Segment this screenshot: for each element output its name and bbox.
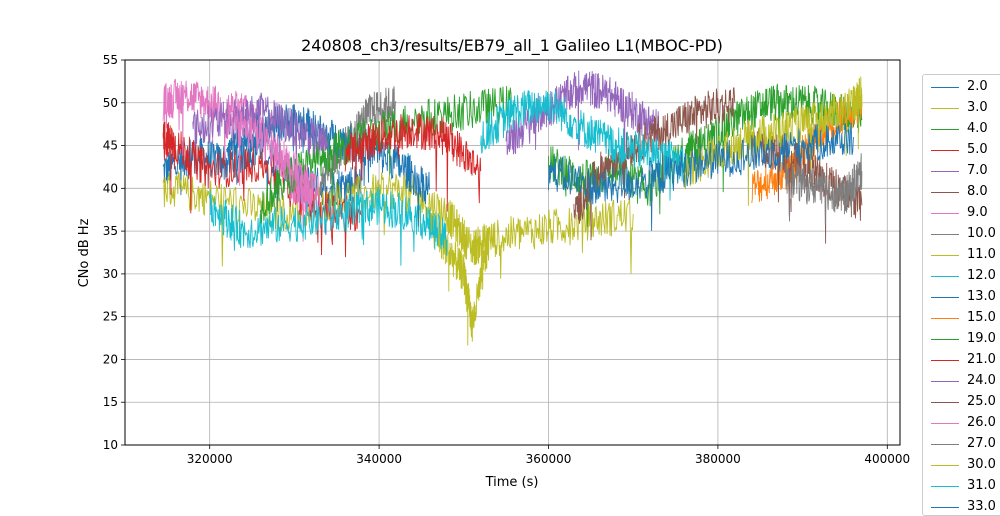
legend-line-swatch	[931, 87, 959, 88]
legend-line-swatch	[931, 402, 959, 403]
legend-label: 26.0	[967, 415, 996, 430]
legend-line-swatch	[931, 444, 959, 445]
x-tick-label: 360000	[526, 452, 572, 466]
y-tick-label: 10	[103, 438, 118, 452]
chart-title: 240808_ch3/results/EB79_all_1 Galileo L1…	[301, 36, 723, 56]
legend-label: 4.0	[967, 121, 988, 136]
legend-entry: 26.0	[923, 413, 1000, 434]
y-tick-label: 40	[103, 181, 118, 195]
y-tick-label: 50	[103, 96, 118, 110]
y-tick-label: 15	[103, 395, 118, 409]
legend-line-swatch	[931, 255, 959, 256]
legend-label: 13.0	[967, 289, 996, 304]
y-tick-label: 45	[103, 139, 118, 153]
legend-label: 3.0	[967, 100, 988, 115]
legend-entry: 13.0	[923, 287, 1000, 308]
legend-entry: 24.0	[923, 371, 1000, 392]
y-axis-label: CNo dB Hz	[77, 218, 92, 287]
legend-line-swatch	[931, 507, 959, 508]
legend-label: 19.0	[967, 331, 996, 346]
legend-line-swatch	[931, 465, 959, 466]
series-line-12-0	[209, 186, 448, 266]
legend: 2.0 3.0 4.0 5.0 7.0 8.0 9.0 10.0 11.0 12.0 13.0 15.…	[922, 74, 1000, 516]
series-line-26-0	[226, 103, 321, 215]
series-line-24-0	[192, 92, 329, 186]
legend-line-swatch	[931, 423, 959, 424]
series-line-33-0	[548, 122, 854, 231]
x-tick-label: 400000	[864, 452, 910, 466]
legend-line-swatch	[931, 297, 959, 298]
legend-label: 25.0	[967, 394, 996, 409]
legend-label: 5.0	[967, 142, 988, 157]
legend-label: 27.0	[967, 436, 996, 451]
legend-line-swatch	[931, 171, 959, 172]
legend-line-swatch	[931, 108, 959, 109]
legend-entry: 3.0	[923, 98, 1000, 119]
legend-line-swatch	[931, 486, 959, 487]
legend-entry: 7.0	[923, 161, 1000, 182]
legend-line-swatch	[931, 213, 959, 214]
legend-entry: 9.0	[923, 203, 1000, 224]
legend-line-swatch	[931, 192, 959, 193]
legend-entry: 15.0	[923, 308, 1000, 329]
legend-line-swatch	[931, 360, 959, 361]
legend-entry: 30.0	[923, 455, 1000, 476]
y-tick-label: 35	[103, 224, 118, 238]
legend-entry: 25.0	[923, 392, 1000, 413]
legend-label: 31.0	[967, 478, 996, 493]
x-ticks: 320000 340000 360000 380000 400000	[187, 445, 910, 466]
y-ticks: 10 15 20 25 30 35 40 45 50 55	[103, 53, 125, 452]
legend-label: 21.0	[967, 352, 996, 367]
legend-entry: 21.0	[923, 350, 1000, 371]
series-line-7-0	[505, 70, 660, 167]
legend-label: 33.0	[967, 499, 996, 514]
legend-line-swatch	[931, 381, 959, 382]
x-axis-label: Time (s)	[485, 475, 539, 490]
legend-entry: 4.0	[923, 119, 1000, 140]
x-tick-label: 380000	[695, 452, 741, 466]
series-line-27-0	[785, 153, 863, 225]
legend-label: 30.0	[967, 457, 996, 472]
series-line-31-0	[480, 90, 685, 201]
legend-line-swatch	[931, 129, 959, 130]
y-tick-label: 20	[103, 352, 118, 366]
legend-entry: 12.0	[923, 266, 1000, 287]
series-line-21-0	[344, 112, 482, 212]
legend-entry: 19.0	[923, 329, 1000, 350]
legend-label: 12.0	[967, 268, 996, 283]
chart: 240808_ch3/results/EB79_all_1 Galileo L1…	[77, 36, 910, 490]
legend-label: 9.0	[967, 205, 988, 220]
legend-label: 11.0	[967, 247, 996, 262]
legend-entry: 8.0	[923, 182, 1000, 203]
x-tick-label: 340000	[356, 452, 402, 466]
legend-entry: 10.0	[923, 224, 1000, 245]
y-tick-label: 55	[103, 53, 118, 67]
legend-label: 8.0	[967, 184, 988, 199]
legend-label: 10.0	[967, 226, 996, 241]
legend-line-swatch	[931, 276, 959, 277]
legend-label: 2.0	[967, 79, 988, 94]
legend-label: 24.0	[967, 373, 996, 388]
x-tick-label: 320000	[187, 452, 233, 466]
plot-frame	[124, 59, 901, 446]
legend-entry: 31.0	[923, 476, 1000, 497]
series-line-3-0	[162, 170, 634, 280]
legend-line-swatch	[931, 234, 959, 235]
legend-entry: 2.0	[923, 77, 1000, 98]
plot-series	[162, 70, 863, 346]
legend-line-swatch	[931, 318, 959, 319]
legend-entry: 11.0	[923, 245, 1000, 266]
legend-entry: 27.0	[923, 434, 1000, 455]
y-tick-label: 25	[103, 310, 118, 324]
legend-entry: 5.0	[923, 140, 1000, 161]
legend-line-swatch	[931, 150, 959, 151]
legend-label: 7.0	[967, 163, 988, 178]
legend-label: 15.0	[967, 310, 996, 325]
y-tick-label: 30	[103, 267, 118, 281]
legend-line-swatch	[931, 339, 959, 340]
